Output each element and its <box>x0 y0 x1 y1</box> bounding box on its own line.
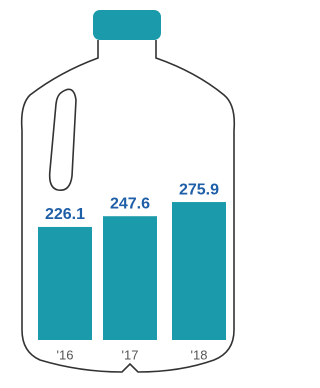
x-tick-label: '16 <box>57 347 74 362</box>
value-label: 226.1 <box>45 206 85 223</box>
bar <box>172 202 226 340</box>
value-label: 275.9 <box>179 181 219 198</box>
x-tick-label: '17 <box>122 347 139 362</box>
x-tick-label: '18 <box>191 347 208 362</box>
page: 226.1'16247.6'17275.9'18 (() => { const … <box>0 0 320 388</box>
bar <box>38 227 92 340</box>
bar <box>103 216 157 340</box>
jug-handle <box>50 89 76 190</box>
value-label: 247.6 <box>110 195 150 212</box>
jug-cap <box>93 10 161 40</box>
chart: 226.1 '16 247.6 '17 275.9 '18 <box>0 0 254 388</box>
